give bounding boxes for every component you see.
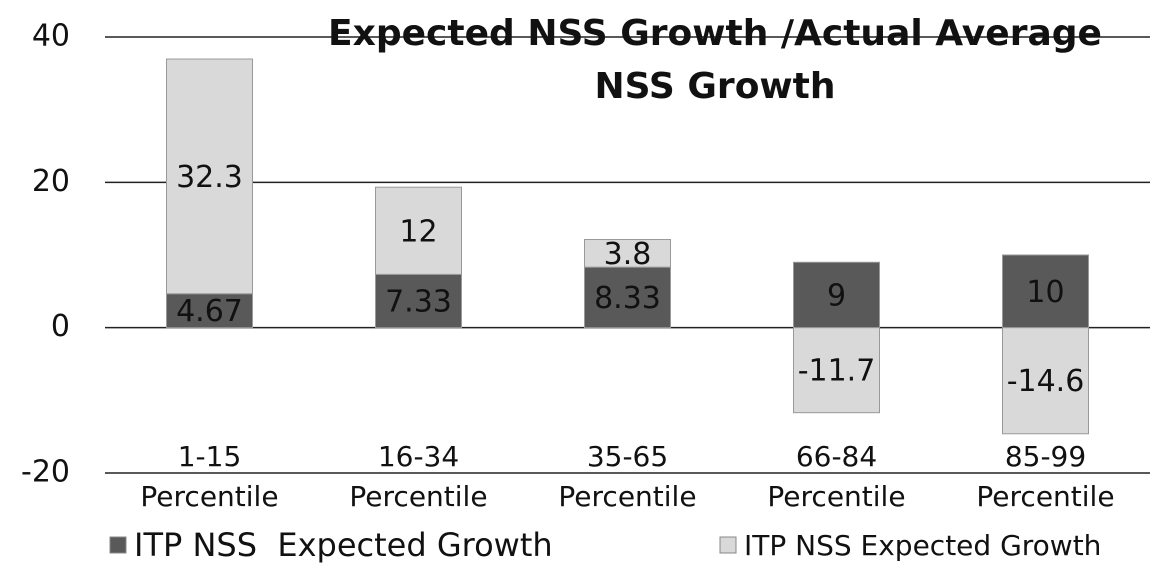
y-tick-label: 40 xyxy=(32,19,70,54)
x-tick-label: 35-65 xyxy=(587,440,668,473)
bar-segment xyxy=(584,266,671,329)
y-tick-label: -20 xyxy=(21,455,70,490)
data-label: -14.6 xyxy=(1007,364,1085,399)
bar-segment xyxy=(1002,254,1089,329)
legend-swatch xyxy=(109,536,127,554)
y-tick-label: 0 xyxy=(51,309,70,344)
bar-segment xyxy=(375,273,462,329)
data-label: 10 xyxy=(1026,275,1064,310)
x-tick-label: Percentile xyxy=(140,480,278,513)
x-tick-label: Percentile xyxy=(558,480,696,513)
data-label: 3.8 xyxy=(604,237,652,272)
data-label: -11.7 xyxy=(798,354,876,389)
x-tick-label: Percentile xyxy=(976,480,1114,513)
legend-label: ITP NSS Expected Growth xyxy=(134,526,553,564)
x-tick-label: 1-15 xyxy=(178,440,242,473)
data-label: 8.33 xyxy=(594,281,661,316)
legend-label: ITP NSS Expected Growth xyxy=(744,529,1101,562)
x-tick-label: 16-34 xyxy=(378,440,459,473)
bar-segment xyxy=(166,58,253,295)
x-tick-label: 66-84 xyxy=(796,440,877,473)
chart-title: Expected NSS Growth /Actual Average xyxy=(328,13,1102,54)
x-tick-label: Percentile xyxy=(767,480,905,513)
chart-title: NSS Growth xyxy=(594,66,835,107)
bar-segment xyxy=(793,261,880,329)
legend-swatch xyxy=(719,536,737,554)
data-label: 32.3 xyxy=(176,160,243,195)
data-label: 4.67 xyxy=(176,294,243,329)
y-tick-label: 20 xyxy=(32,164,70,199)
data-label: 9 xyxy=(827,278,846,313)
bar-segment xyxy=(375,186,462,275)
bar-segment xyxy=(584,239,671,268)
data-label: 7.33 xyxy=(385,285,452,320)
x-tick-label: Percentile xyxy=(349,480,487,513)
x-tick-label: 85-99 xyxy=(1005,440,1086,473)
bar-segment xyxy=(793,327,880,414)
bar-segment xyxy=(166,293,253,329)
bar-segment xyxy=(1002,327,1089,435)
data-label: 12 xyxy=(399,214,437,249)
